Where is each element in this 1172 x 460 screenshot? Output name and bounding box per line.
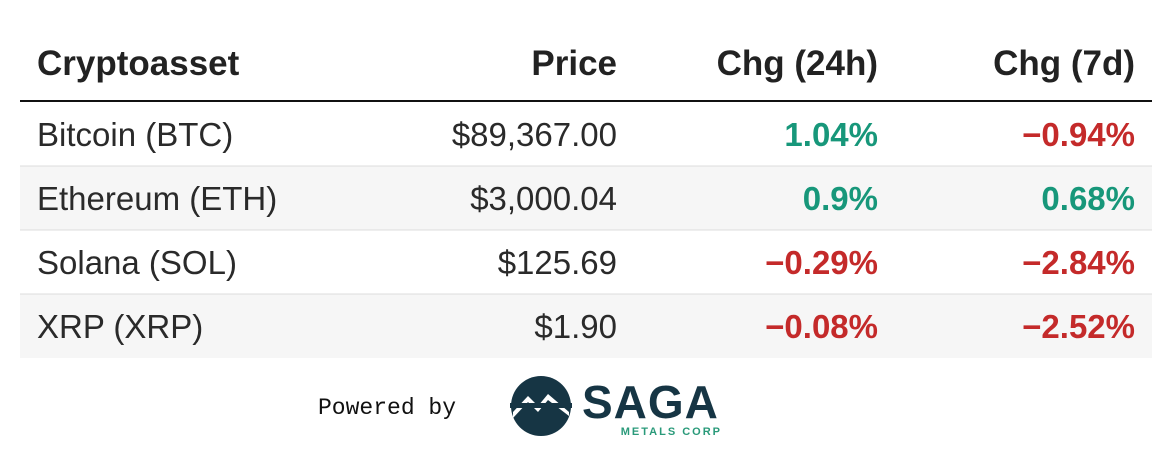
row-background	[20, 102, 1152, 166]
row-background	[20, 166, 1152, 230]
change: −0.08%	[765, 308, 878, 345]
logo-band	[510, 403, 572, 408]
asset-name: Bitcoin (BTC)	[37, 116, 233, 153]
asset-name: Ethereum (ETH)	[37, 180, 277, 217]
column-header: Price	[531, 44, 617, 83]
column-header: Cryptoasset	[37, 44, 240, 83]
column-header: Chg (7d)	[993, 44, 1135, 83]
change: 0.68%	[1041, 180, 1135, 217]
powered-by: Powered by	[318, 395, 456, 421]
change: −2.52%	[1022, 308, 1135, 345]
saga-logo: SAGA METALS CORP	[510, 376, 722, 438]
price: $3,000.04	[470, 180, 617, 217]
price: $89,367.00	[452, 116, 617, 153]
table-body: Bitcoin (BTC) $89,367.00 1.04% −0.94% Ethere…	[20, 102, 1152, 358]
change: −2.84%	[1022, 244, 1135, 281]
change: −0.94%	[1022, 116, 1135, 153]
row-background	[20, 294, 1152, 358]
table-header: Cryptoasset Price Chg (24h) Chg (7d)	[37, 44, 1135, 83]
column-header: Chg (24h)	[717, 44, 878, 83]
change: 0.9%	[803, 180, 878, 217]
asset-name: Solana (SOL)	[37, 244, 237, 281]
price: $1.90	[534, 308, 617, 345]
asset-name: XRP (XRP)	[37, 308, 203, 345]
logo-tagline: METALS CORP	[621, 426, 722, 438]
logo-name: SAGA	[582, 376, 719, 428]
price: $125.69	[498, 244, 617, 281]
row-background	[20, 230, 1152, 294]
change: −0.29%	[765, 244, 878, 281]
change: 1.04%	[784, 116, 878, 153]
